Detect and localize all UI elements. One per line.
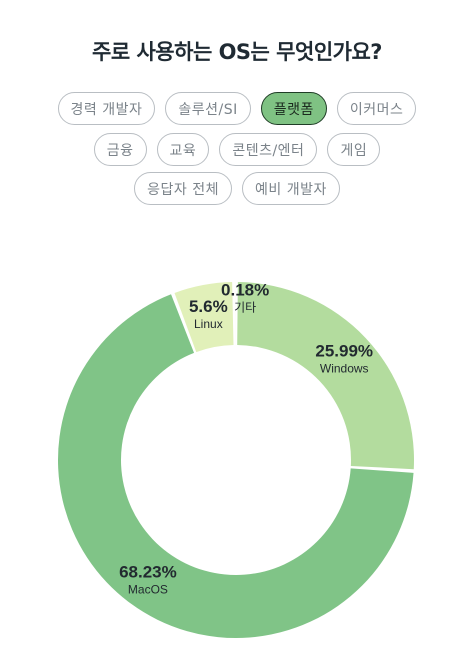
filter-row-2: 금융 교육 콘텐츠/엔터 게임: [0, 133, 474, 166]
slice-value-label: 5.6%: [189, 297, 228, 316]
filter-row-1: 경력 개발자 솔루션/SI 플랫폼 이커머스: [0, 92, 474, 125]
donut-chart-svg: 25.99%Windows 68.23%MacOS 5.6%Linux 0.18%기타: [57, 281, 414, 638]
os-donut-chart: 25.99% Windows 68.23% MacOS 5.6% Linux 0.18% 기타: [0, 250, 474, 671]
filter-tag-aspiring-developer[interactable]: 예비 개발자: [242, 172, 340, 205]
page-title: 주로 사용하는 OS는 무엇인가요?: [92, 40, 382, 64]
filter-tag-solution-si[interactable]: 솔루션/SI: [165, 92, 251, 125]
filter-row-3: 응답자 전체 예비 개발자: [0, 172, 474, 205]
filter-tag-ecommerce[interactable]: 이커머스: [336, 92, 417, 125]
slice-value-label: 0.18%: [221, 281, 269, 300]
filter-tag-career-developer[interactable]: 경력 개발자: [57, 92, 156, 125]
filter-tag-education[interactable]: 교육: [156, 133, 210, 166]
slice-category-label: Linux: [194, 317, 223, 331]
slice-category-label: MacOS: [128, 583, 168, 597]
slice-linux: [174, 282, 234, 353]
slice-category-label: 기타: [234, 301, 256, 315]
slice-value-label: 68.23%: [119, 563, 177, 582]
filter-tag-platform[interactable]: 플랫폼: [260, 92, 327, 125]
filter-tag-finance[interactable]: 금융: [93, 133, 147, 166]
slice-value-label: 25.99%: [315, 341, 373, 360]
filter-tag-all-respondents[interactable]: 응답자 전체: [134, 172, 232, 205]
slice-windows: [237, 282, 414, 470]
slice-macos: [57, 294, 414, 638]
filter-tag-game[interactable]: 게임: [327, 133, 381, 166]
slice-category-label: Windows: [320, 361, 369, 375]
filter-tag-contents-entertainment[interactable]: 콘텐츠/엔터: [219, 133, 318, 166]
